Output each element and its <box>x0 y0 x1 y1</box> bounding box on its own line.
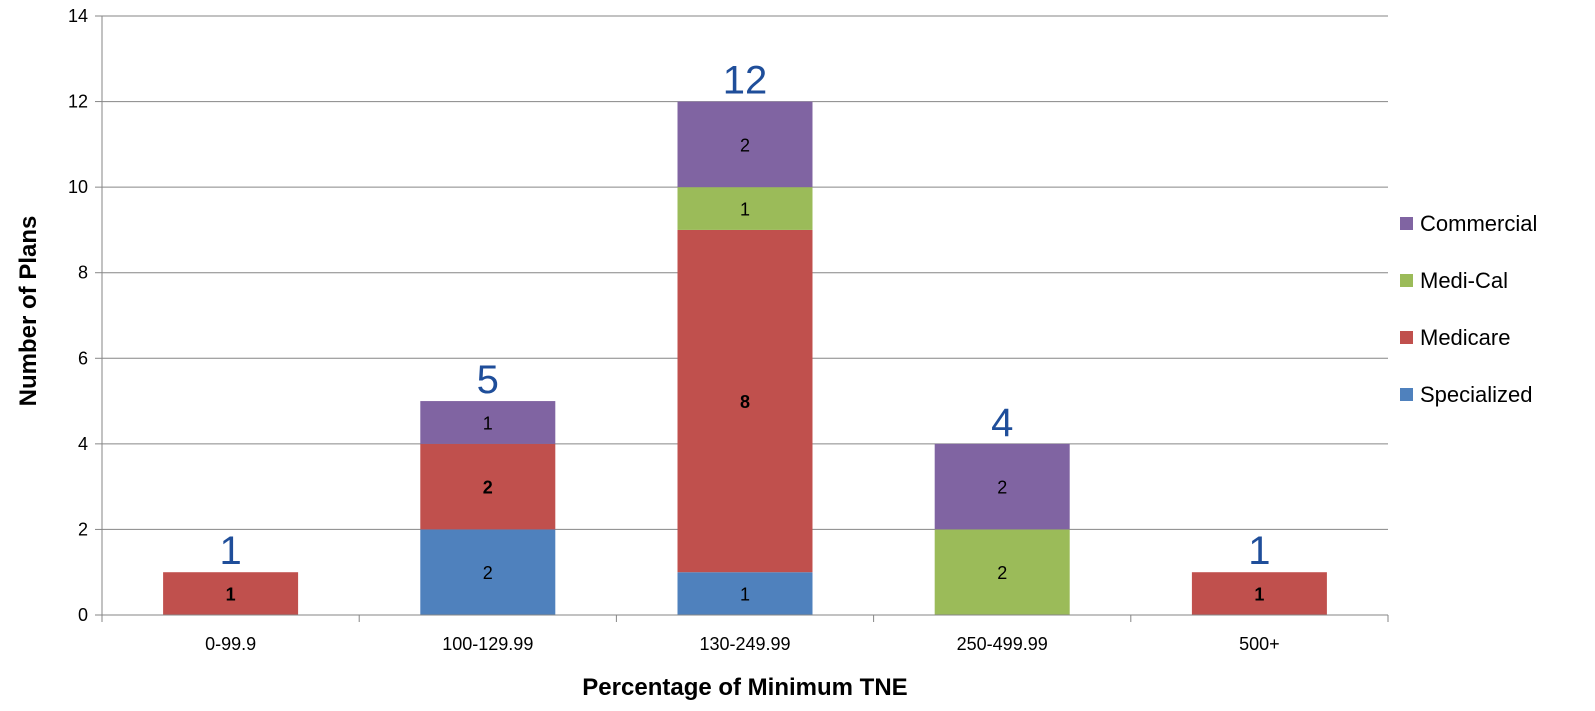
y-tick-label: 8 <box>78 263 88 283</box>
legend: Commercial Medi-Cal Medicare Specialized <box>1400 211 1537 407</box>
bar-total-label: 5 <box>477 358 499 402</box>
legend-swatch <box>1400 217 1413 230</box>
x-tick-labels: 0-99.9 100-129.99 130-249.99 250-499.99 500+ <box>205 634 1280 654</box>
legend-item-medicare: Medicare <box>1400 325 1510 350</box>
y-tick-label: 6 <box>78 348 88 368</box>
segment-value-label: 1 <box>740 200 750 220</box>
segment-value-label: 2 <box>997 563 1007 583</box>
legend-swatch <box>1400 331 1413 344</box>
bar-total-label: 4 <box>991 401 1013 445</box>
y-tick-label: 4 <box>78 434 88 454</box>
bar-segment-commercial <box>677 101 813 188</box>
bar-segment-medicare <box>677 229 813 573</box>
axes <box>95 15 1389 622</box>
y-tick-labels: 0 2 4 6 8 10 12 14 <box>68 6 88 625</box>
x-tick-label: 0-99.9 <box>205 634 256 654</box>
legend-swatch <box>1400 274 1413 287</box>
bar-segment-medi-cal <box>934 529 1070 615</box>
segment-value-label: 8 <box>740 392 750 412</box>
bar-segment-commercial <box>934 443 1070 530</box>
x-tick-label: 250-499.99 <box>957 634 1048 654</box>
segment-value-label: 2 <box>483 563 493 583</box>
bar-segment-commercial <box>420 401 556 444</box>
legend-swatch <box>1400 388 1413 401</box>
y-tick-label: 10 <box>68 177 88 197</box>
segment-value-label: 2 <box>483 478 493 498</box>
bar-segment-specialized <box>420 529 556 615</box>
bar-segment-medicare <box>420 443 556 530</box>
segment-value-label: 1 <box>740 585 750 605</box>
bar-segment-medicare <box>1191 572 1327 615</box>
y-tick-label: 2 <box>78 519 88 539</box>
legend-item-commercial: Commercial <box>1400 211 1537 236</box>
bar-segments <box>163 101 1327 615</box>
bar-segment-medi-cal <box>677 187 813 230</box>
segment-value-label: 1 <box>1254 585 1264 605</box>
segment-value-label: 2 <box>997 478 1007 498</box>
y-tick-label: 0 <box>78 605 88 625</box>
segment-value-label: 1 <box>226 585 236 605</box>
x-axis-title: Percentage of Minimum TNE <box>582 674 907 701</box>
legend-label: Medicare <box>1420 325 1510 350</box>
segment-data-labels: 1 2 2 1 1 8 1 2 2 2 1 <box>226 135 1265 604</box>
bar-total-label: 1 <box>219 529 241 573</box>
legend-label: Specialized <box>1420 382 1533 407</box>
x-tick-label: 500+ <box>1239 634 1280 654</box>
legend-label: Commercial <box>1420 211 1537 236</box>
segment-value-label: 2 <box>740 135 750 155</box>
legend-item-specialized: Specialized <box>1400 382 1533 407</box>
legend-item-medi-cal: Medi-Cal <box>1400 268 1508 293</box>
x-tick-label: 100-129.99 <box>442 634 533 654</box>
y-tick-label: 12 <box>68 92 88 112</box>
segment-value-label: 1 <box>483 413 493 433</box>
bar-total-label: 12 <box>723 59 768 103</box>
y-axis-title: Number of Plans <box>15 216 42 407</box>
bar-total-label: 1 <box>1248 529 1270 573</box>
bar-segment-medicare <box>163 572 299 615</box>
y-tick-label: 14 <box>68 6 88 26</box>
legend-label: Medi-Cal <box>1420 268 1508 293</box>
bar-segment-specialized <box>677 572 813 615</box>
x-tick-label: 130-249.99 <box>699 634 790 654</box>
